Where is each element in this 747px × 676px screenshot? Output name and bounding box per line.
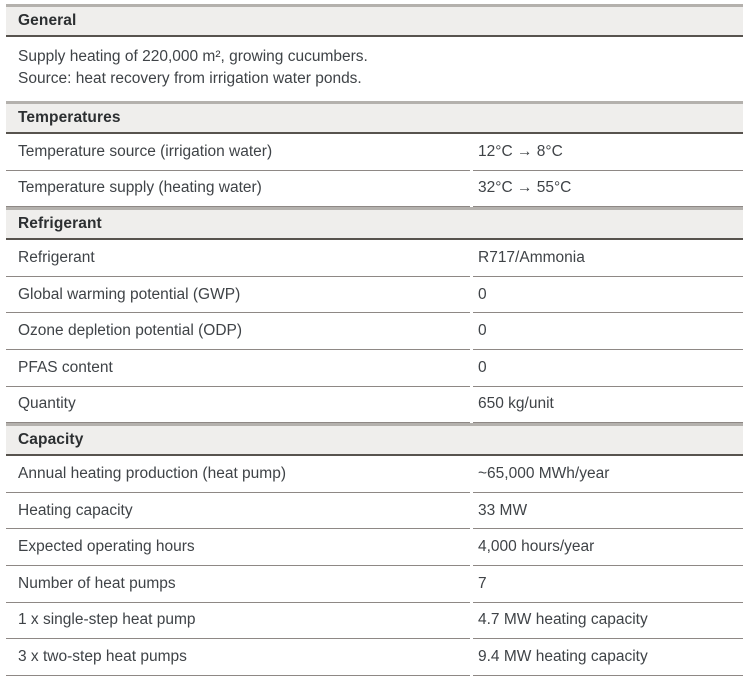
description-line: Source: heat recovery from irrigation wa… (18, 70, 362, 87)
section-title-capacity: Capacity (18, 431, 84, 449)
section-header-general: General (6, 4, 743, 37)
row-label: Heating capacity (6, 493, 470, 530)
row-value: 0 (473, 350, 743, 387)
spec-datasheet: General Supply heating of 220,000 m², gro… (6, 4, 743, 676)
table-row: Expected operating hours 4,000 hours/year (6, 529, 743, 566)
row-value: 32°C → 55°C (473, 171, 743, 208)
row-value: 12°C → 8°C (473, 134, 743, 171)
table-row: Global warming potential (GWP) 0 (6, 277, 743, 314)
section-title-temperatures: Temperatures (18, 109, 121, 126)
row-label: Temperature supply (heating water) (6, 171, 470, 208)
row-label: Annual heating production (heat pump) (6, 456, 470, 493)
table-row: Temperature source (irrigation water) 12°… (6, 134, 743, 171)
row-value: 0 (473, 313, 743, 350)
row-label: Ozone depletion potential (ODP) (6, 313, 470, 350)
row-label: 3 x two-step heat pumps (6, 639, 470, 676)
row-label: Quantity (6, 387, 470, 424)
table-row: PFAS content 0 (6, 350, 743, 387)
row-value: 4.7 MW heating capacity (473, 603, 743, 640)
section-header-capacity: Capacity (6, 423, 743, 457)
table-row: Refrigerant R717/Ammonia (6, 240, 743, 277)
table-row: Temperature supply (heating water) 32°C →… (6, 171, 743, 208)
row-label: Temperature source (irrigation water) (6, 134, 470, 171)
table-row: Heating capacity 33 MW (6, 493, 743, 530)
section-description-general: Supply heating of 220,000 m², growing cu… (6, 37, 743, 101)
description-line: Supply heating of 220,000 m², growing cu… (18, 48, 368, 65)
row-value: R717/Ammonia (473, 240, 743, 277)
row-value: 650 kg/unit (473, 387, 743, 424)
row-label: PFAS content (6, 350, 470, 387)
section-title-refrigerant: Refrigerant (18, 215, 102, 233)
row-label: Global warming potential (GWP) (6, 277, 470, 314)
table-row: 1 x single-step heat pump 4.7 MW heating … (6, 603, 743, 640)
row-value: 4,000 hours/year (473, 529, 743, 566)
table-row: Quantity 650 kg/unit (6, 387, 743, 424)
row-label: Number of heat pumps (6, 566, 470, 603)
row-label: Expected operating hours (6, 529, 470, 566)
section-header-temperatures: Temperatures (6, 101, 743, 134)
table-row: Number of heat pumps 7 (6, 566, 743, 603)
table-row: Ozone depletion potential (ODP) 0 (6, 313, 743, 350)
row-value: ~65,000 MWh/year (473, 456, 743, 493)
row-label: Refrigerant (6, 240, 470, 277)
table-row: Annual heating production (heat pump) ~65… (6, 456, 743, 493)
table-row: 3 x two-step heat pumps 9.4 MW heating ca… (6, 639, 743, 676)
row-value: 33 MW (473, 493, 743, 530)
row-value: 7 (473, 566, 743, 603)
row-label: 1 x single-step heat pump (6, 603, 470, 640)
section-title-general: General (18, 12, 77, 29)
row-value: 9.4 MW heating capacity (473, 639, 743, 676)
section-header-refrigerant: Refrigerant (6, 207, 743, 241)
row-value: 0 (473, 277, 743, 314)
